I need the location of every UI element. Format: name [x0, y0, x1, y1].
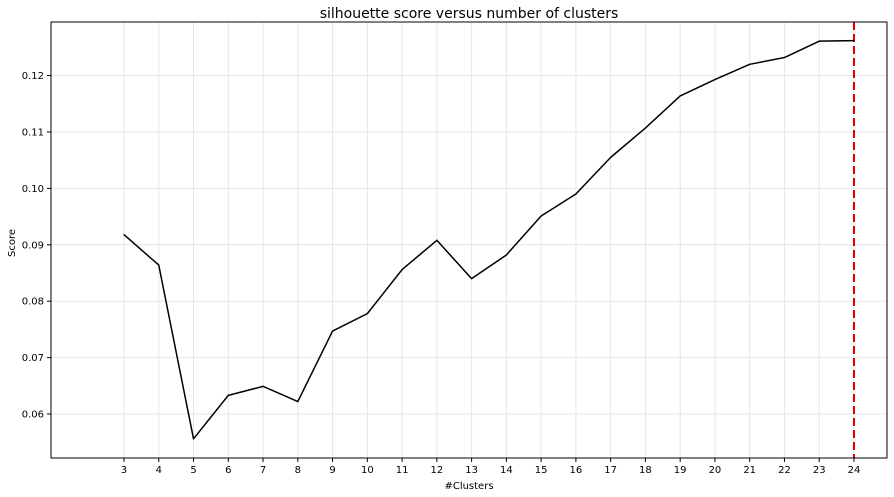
x-tick-label: 19 — [674, 465, 687, 476]
data-point — [853, 40, 855, 42]
data-point — [575, 193, 577, 195]
data-point — [714, 78, 716, 81]
plot-frame — [50, 21, 888, 459]
data-point — [471, 278, 473, 280]
y-tick-label: 0.08 — [22, 297, 44, 308]
x-tick-label: 18 — [639, 465, 652, 476]
x-tick-label: 14 — [500, 465, 513, 476]
data-point — [366, 313, 368, 315]
data-point — [749, 63, 751, 65]
x-tick-label: 9 — [329, 465, 335, 476]
data-point — [158, 264, 160, 266]
x-tick-label: 17 — [604, 465, 617, 476]
data-point — [679, 95, 681, 97]
data-point — [262, 385, 264, 387]
y-axis-ticks: 0.06 0.07 0.08 0.09 0.10 0.11 0.12 — [22, 71, 51, 421]
x-tick-label: 4 — [156, 465, 162, 476]
x-tick-label: 11 — [396, 465, 409, 476]
data-point — [540, 215, 542, 217]
data-point — [192, 438, 195, 440]
y-tick-label: 0.07 — [22, 353, 44, 364]
x-axis-title: #Clusters — [444, 481, 493, 492]
series-layer — [123, 39, 855, 440]
x-tick-label: 7 — [260, 465, 266, 476]
y-tick-label: 0.09 — [22, 240, 44, 251]
y-tick-label: 0.12 — [22, 71, 44, 82]
x-tick-label: 13 — [465, 465, 478, 476]
x-tick-label: 10 — [361, 465, 374, 476]
data-point — [644, 127, 647, 129]
data-point — [610, 156, 612, 158]
y-tick-label: 0.10 — [22, 184, 44, 195]
x-tick-label: 3 — [121, 465, 127, 476]
x-tick-label: 20 — [709, 465, 722, 476]
x-tick-label: 16 — [570, 465, 583, 476]
x-tick-label: 23 — [813, 465, 826, 476]
data-point — [505, 254, 507, 256]
data-point — [123, 234, 125, 236]
data-point — [818, 40, 820, 42]
x-tick-label: 12 — [430, 465, 443, 476]
y-tick-label: 0.11 — [22, 127, 44, 138]
x-tick-label: 8 — [295, 465, 301, 476]
x-tick-label: 24 — [848, 465, 861, 476]
data-point — [783, 56, 786, 59]
y-tick-label: 0.06 — [22, 410, 44, 421]
grid-layer — [51, 22, 887, 458]
data-point — [331, 330, 334, 332]
x-tick-label: 6 — [225, 465, 231, 476]
data-point — [227, 394, 229, 396]
chart-title: silhouette score versus number of cluste… — [320, 6, 619, 22]
y-axis-title: Score — [7, 229, 18, 257]
x-tick-label: 15 — [535, 465, 548, 476]
x-tick-label: 22 — [778, 465, 791, 476]
x-tick-label: 21 — [743, 465, 756, 476]
x-axis-ticks: 3 4 5 6 7 8 9 10 11 12 13 14 15 16 17 18 19 20 21 22 23 24 — [121, 458, 861, 476]
series-line — [123, 39, 854, 440]
data-point — [436, 239, 438, 241]
data-point — [297, 400, 299, 403]
x-tick-label: 5 — [190, 465, 196, 476]
data-point — [401, 269, 403, 271]
